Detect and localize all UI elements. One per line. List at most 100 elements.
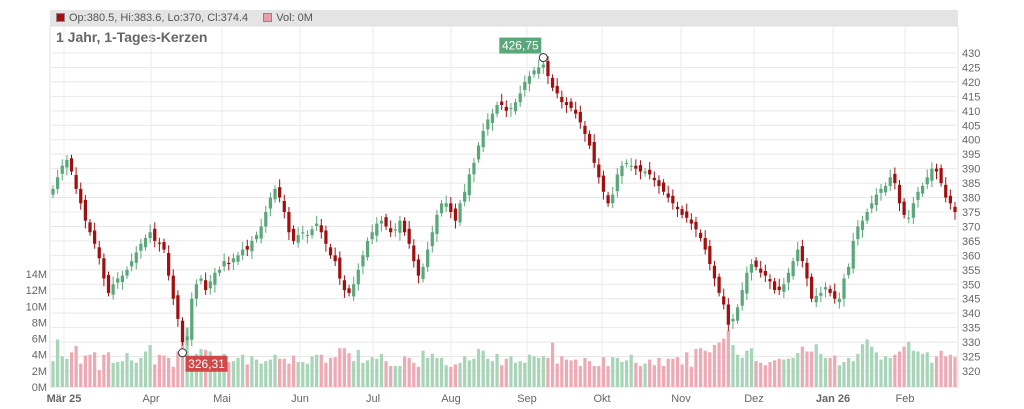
candle-body <box>791 261 795 277</box>
candle-body <box>421 266 425 280</box>
candle-body <box>921 185 925 194</box>
candle-body <box>449 203 453 212</box>
volume-bar <box>301 361 305 387</box>
candle-body <box>324 230 328 244</box>
candle-body <box>93 230 97 244</box>
volume-tick-label: 4M <box>32 350 47 362</box>
candle-body <box>874 194 878 206</box>
candle-body <box>245 246 249 250</box>
volume-bar <box>768 361 772 387</box>
candle-body <box>953 206 957 212</box>
candle-body <box>634 165 638 169</box>
volume-bar <box>546 357 550 387</box>
candle-body <box>120 275 125 282</box>
candle-body <box>194 284 199 299</box>
candle-body <box>273 188 277 200</box>
candle-body <box>601 175 606 192</box>
volume-bar <box>273 354 277 387</box>
candle-body <box>375 223 379 236</box>
candle-body <box>241 249 245 256</box>
candle-body <box>624 162 629 165</box>
legend-bar: Op:380.5, Hi:383.6, Lo:370, Cl:374.4 Vol… <box>50 10 958 26</box>
candle-body <box>412 245 416 262</box>
candle-body <box>532 70 536 75</box>
volume-bar <box>194 353 199 387</box>
volume-bar <box>870 346 874 387</box>
candle-body <box>83 199 87 221</box>
candle-body <box>208 281 212 289</box>
volume-bar <box>685 352 689 387</box>
volume-bar <box>375 358 379 387</box>
candle-body <box>453 208 458 221</box>
volume-bar <box>939 350 943 387</box>
volume-bar <box>560 356 564 387</box>
candle-body <box>439 203 444 214</box>
volume-bar <box>412 362 416 387</box>
candle-body <box>712 265 717 279</box>
candle-body <box>541 64 545 68</box>
candle-body <box>814 295 818 303</box>
volume-bar <box>671 358 675 387</box>
volume-bar <box>856 353 860 387</box>
volume-bar <box>930 362 934 387</box>
month-tick-label: Jul <box>366 393 380 405</box>
candle-body <box>328 247 333 256</box>
volume-bar <box>902 346 906 387</box>
candle-body <box>495 105 499 114</box>
candle-body <box>698 232 703 239</box>
volume-bar <box>139 357 143 387</box>
month-tick-label: Dez <box>744 393 764 405</box>
candle-body <box>897 184 902 204</box>
volume-bar <box>643 363 647 387</box>
price-tick-label: 360 <box>962 250 980 262</box>
volume-bar <box>342 348 347 387</box>
candle-body <box>597 164 601 178</box>
volume-bar <box>597 366 601 387</box>
price-tick-label: 320 <box>962 366 980 378</box>
volume-bar <box>745 350 749 387</box>
candle-body <box>500 101 504 106</box>
candle-body <box>458 203 462 223</box>
low-marker <box>178 348 188 358</box>
candle-body <box>134 252 138 263</box>
volume-bar <box>735 354 740 387</box>
volume-bar <box>56 339 60 387</box>
volume-bar <box>916 351 920 387</box>
candle-body <box>356 269 360 285</box>
volume-bar <box>860 344 865 387</box>
volume-bar <box>268 359 273 387</box>
price-tick-label: 350 <box>962 279 980 291</box>
volume-bar <box>199 349 203 387</box>
volume-bar <box>772 360 777 387</box>
volume-bar <box>897 351 902 387</box>
volume-bar <box>148 345 152 387</box>
candle-body <box>680 209 684 215</box>
volume-bar <box>865 339 869 387</box>
candle-body <box>504 106 508 111</box>
candle-body <box>384 217 388 227</box>
price-tick-label: 325 <box>962 352 980 364</box>
candle-body <box>726 304 730 325</box>
volume-bar <box>601 357 606 387</box>
candle-body <box>268 197 273 209</box>
volume-bar <box>777 358 781 387</box>
volume-bar <box>592 366 596 387</box>
candle-body <box>689 219 693 224</box>
candle-body <box>347 288 351 293</box>
candle-body <box>254 235 259 240</box>
volume-bar <box>782 359 786 387</box>
volume-bar <box>689 366 693 387</box>
candle-body <box>643 171 647 174</box>
candle-body <box>319 225 323 233</box>
volume-bar <box>416 366 421 387</box>
volume-bar <box>694 349 698 387</box>
candle-body <box>759 268 763 273</box>
volume-bar <box>421 350 425 387</box>
price-tick-label: 380 <box>962 193 980 205</box>
price-tick-label: 345 <box>962 294 980 306</box>
volume-bar <box>407 357 411 387</box>
volume-bar <box>463 356 467 387</box>
candle-body <box>555 85 559 94</box>
candle-body <box>467 174 471 196</box>
candle-body <box>435 214 439 234</box>
